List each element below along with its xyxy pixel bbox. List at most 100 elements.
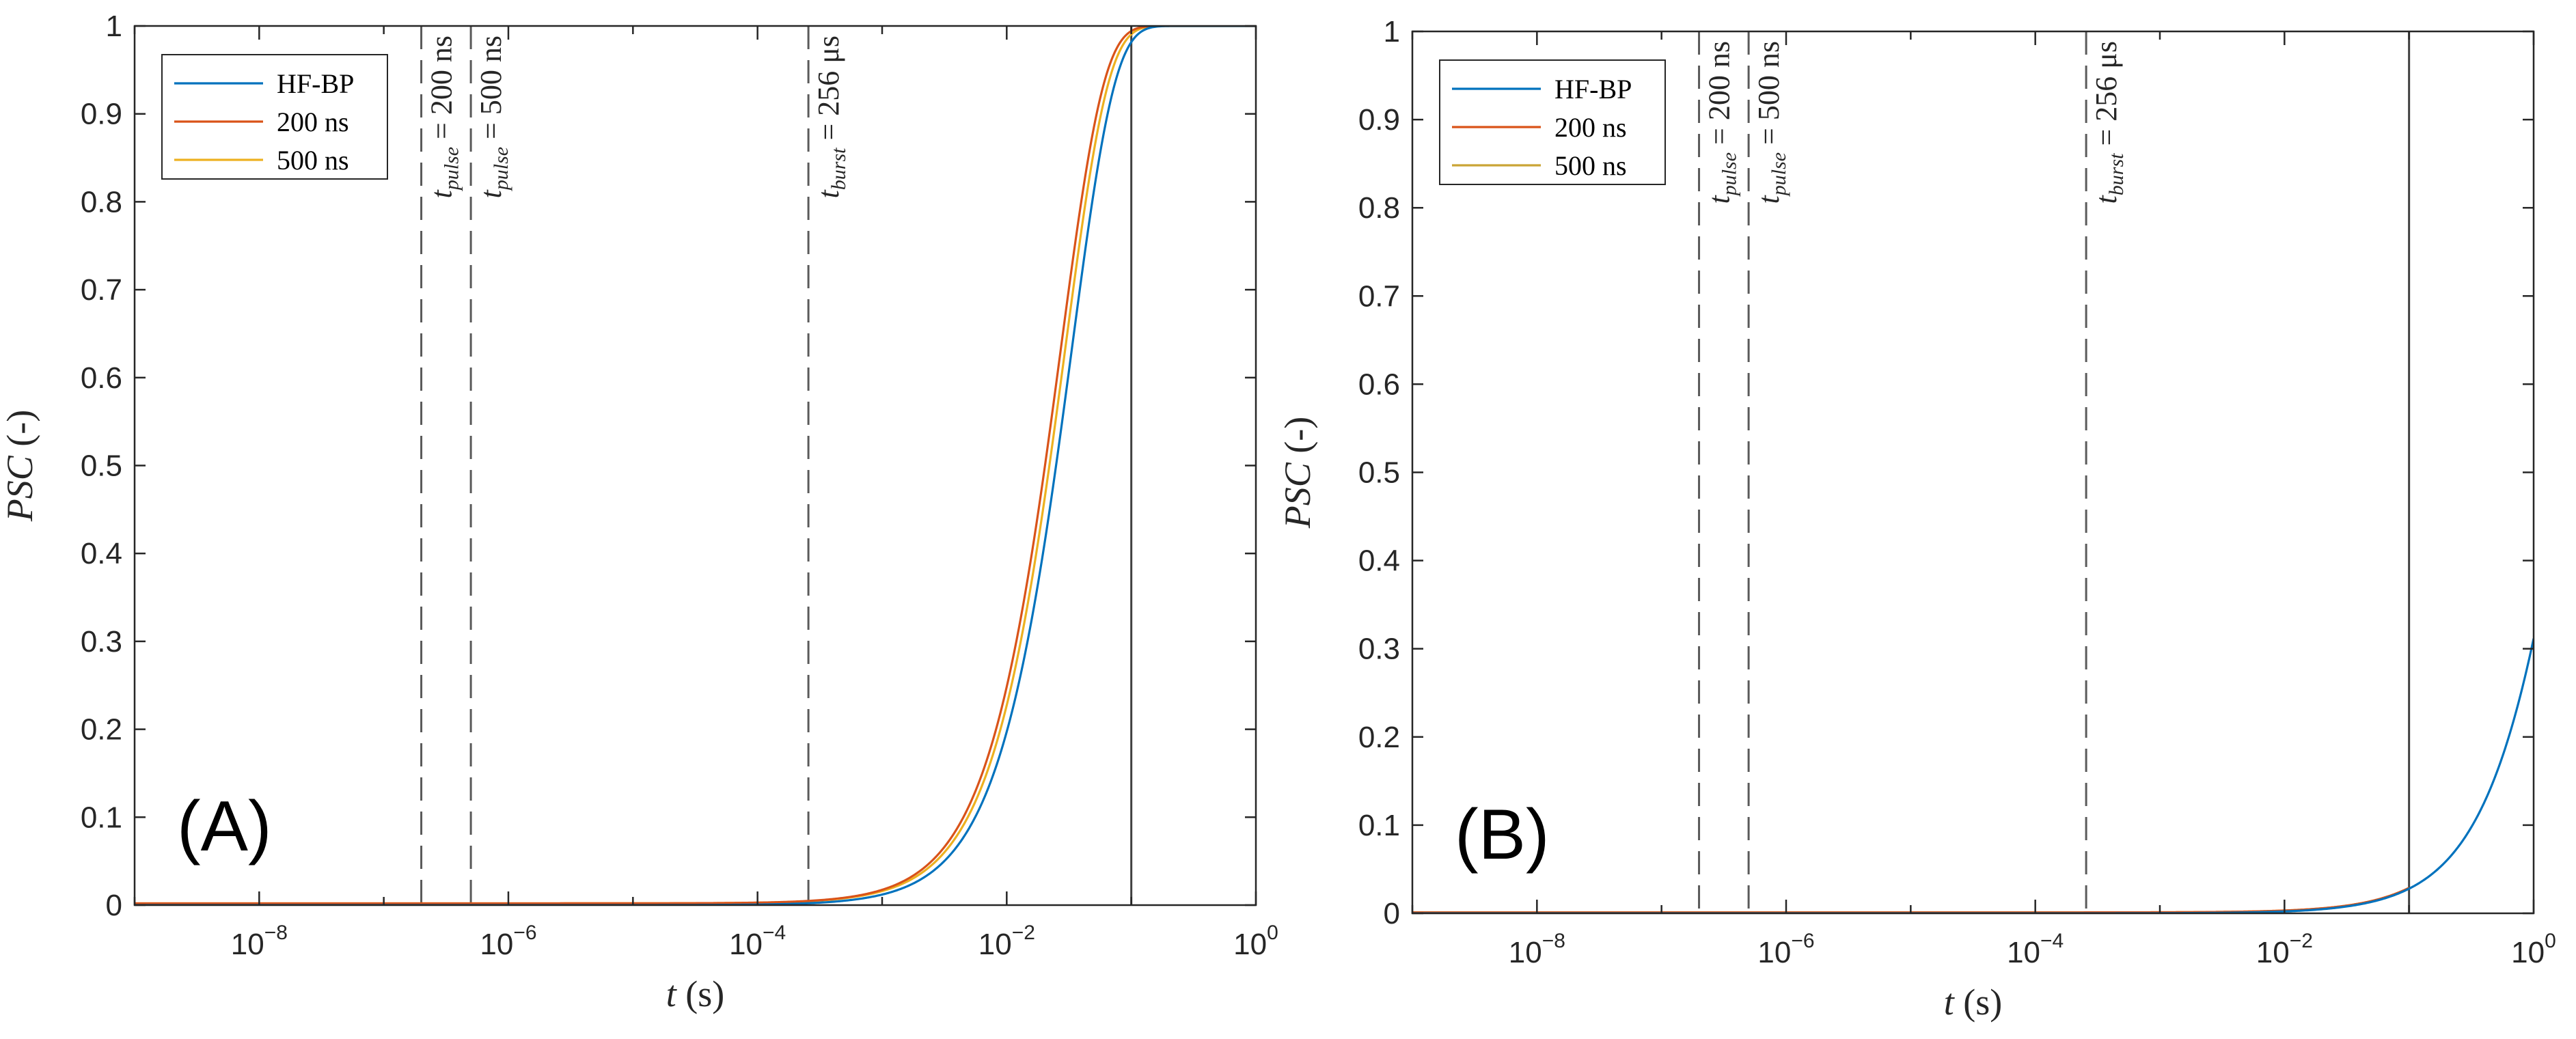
x-tick-label-exponent: −2 [2290,930,2313,952]
y-tick-label: 0.1 [81,801,122,834]
annotation-variable: t [474,189,508,199]
marker-annotation-2: tpulse = 500 ns [1752,41,1790,204]
annotation-subscript: pulse [441,147,463,191]
y-tick-label: 0.2 [1358,721,1400,754]
panel-b: 10−8 10−6 10−4 10−2 10000.10.20.30.40.50.60.… [1277,15,2556,1023]
y-tick-label: 0.9 [1358,103,1400,137]
annotation-subscript: burst [2105,153,2128,195]
x-tick-label-exponent: 0 [2545,930,2556,952]
panel-label: (B) [1455,795,1550,874]
marker-annotation-3: tburst = 256 μs [2089,41,2128,204]
x-tick-label: 10−8 [231,922,288,961]
annotation-subscript: pulse [490,147,512,191]
y-axis-label: PSC (-) [0,410,40,522]
x-tick-label-base: 10 [2007,936,2040,969]
x-tick-label: 10−2 [978,922,1035,961]
legend-label: 500 ns [277,145,349,176]
x-tick-label-base: 10 [1757,936,1791,969]
annotation-value: = 256 μs [812,36,845,148]
x-tick-label-exponent: −8 [1542,930,1565,952]
y-tick-label: 0.6 [1358,368,1400,401]
annotation-subscript: pulse [1768,152,1790,197]
y-tick-label: 0.7 [1358,279,1400,313]
x-tick-label-exponent: −4 [763,922,786,944]
x-axis-label: t (s) [666,973,725,1014]
y-tick-label: 0.8 [1358,191,1400,225]
y-tick-label: 0.9 [81,98,122,131]
annotation-variable: t [1752,195,1785,204]
x-tick-label-exponent: −6 [1791,930,1814,952]
annotation-value: = 200 ns [425,36,458,147]
y-tick-label: 1 [1384,15,1400,49]
x-axis-symbol: t [1944,982,1956,1023]
legend-label: 500 ns [1554,150,1627,181]
y-tick-label: 0.1 [1358,809,1400,842]
legend-label: 200 ns [277,107,349,137]
y-tick-label: 0.5 [81,449,122,483]
y-axis-unit: (-) [1277,417,1318,462]
series-line-hf-bp [1412,638,2534,913]
marker-annotation-1: tpulse = 200 ns [1703,41,1741,204]
y-tick-label: 0.4 [1358,544,1400,578]
annotation-value: = 500 ns [474,36,508,147]
x-tick-label-base: 10 [231,928,264,961]
x-tick-label: 10−4 [729,922,786,961]
y-tick-label: 0.7 [81,273,122,307]
y-tick-label: 0.6 [81,361,122,395]
annotation-value: = 200 ns [1703,41,1736,152]
x-tick-label-exponent: −2 [1012,922,1035,944]
x-tick-label: 10−6 [480,922,536,961]
marker-annotation-2: tpulse = 500 ns [474,36,512,199]
x-tick-label: 10−6 [1757,930,1814,969]
x-tick-label-exponent: −4 [2040,930,2064,952]
y-tick-label: 0.3 [1358,633,1400,666]
x-tick-label-exponent: 0 [1267,922,1278,944]
x-tick-label-base: 10 [2256,936,2290,969]
y-tick-label: 0 [106,889,122,922]
annotation-subscript: pulse [1718,152,1741,197]
legend-label: HF-BP [277,68,354,99]
y-axis-symbol: PSC [1277,462,1318,529]
y-tick-label: 0.8 [81,185,122,219]
legend-box [1439,59,1666,185]
y-tick-label: 0.5 [1358,456,1400,490]
y-axis-label: PSC (-) [1277,417,1318,529]
legend-label: 200 ns [1554,112,1627,143]
legend-box [161,54,388,180]
y-tick-label: 1 [106,10,122,43]
x-tick-label-base: 10 [1233,928,1267,961]
x-tick-label: 10−8 [1509,930,1565,969]
x-axis-symbol: t [666,973,678,1014]
panel-label: (A) [177,787,272,866]
x-tick-label-base: 10 [2511,936,2545,969]
marker-annotation-3: tburst = 256 μs [812,36,850,198]
annotation-variable: t [425,189,458,199]
annotation-value: = 500 ns [1752,41,1785,152]
y-tick-label: 0.2 [81,713,122,747]
annotation-variable: t [812,189,845,198]
x-tick-label-exponent: −8 [264,922,288,944]
x-axis-unit: (s) [676,973,724,1014]
x-tick-label: 100 [1233,922,1278,961]
legend-label: HF-BP [1554,74,1632,105]
y-tick-label: 0.4 [81,537,122,570]
x-tick-label: 10−2 [2256,930,2313,969]
annotation-value: = 256 μs [2089,41,2123,154]
x-axis-label: t (s) [1944,982,2003,1023]
x-tick-label: 100 [2511,930,2556,969]
y-axis-symbol: PSC [0,455,40,522]
y-tick-label: 0.3 [81,625,122,659]
annotation-variable: t [2089,194,2123,204]
x-tick-label-base: 10 [1509,936,1542,969]
annotation-subscript: burst [827,148,850,190]
x-tick-label-base: 10 [978,928,1012,961]
x-tick-label-exponent: −6 [513,922,536,944]
panel-a: 10−8 10−6 10−4 10−2 10000.10.20.30.40.50.60.… [0,10,1278,1014]
y-axis-unit: (-) [0,410,40,456]
marker-annotation-1: tpulse = 200 ns [425,36,463,199]
series-line-200-ns [135,26,1256,905]
x-axis-unit: (s) [1954,982,2002,1023]
annotation-variable: t [1703,195,1736,204]
x-tick-label-base: 10 [480,928,513,961]
